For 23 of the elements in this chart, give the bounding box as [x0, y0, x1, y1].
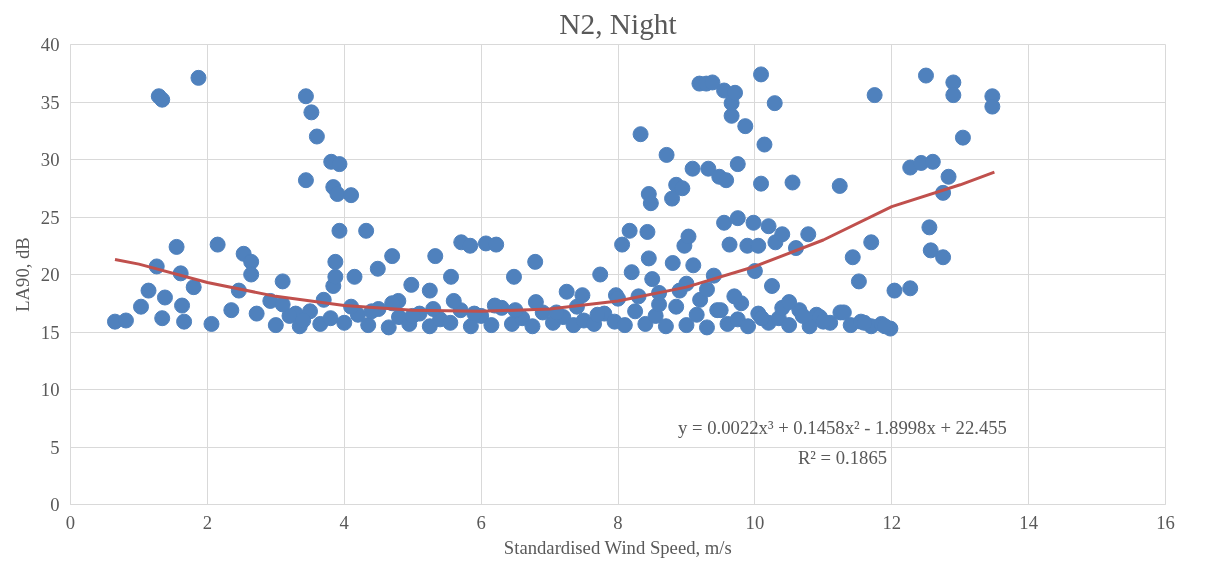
annotation: R² = 0.1865 [797, 446, 888, 468]
x-axis-title: Standardised Wind Speed, m/s [503, 536, 732, 558]
y-tick-label: 25 [40, 206, 60, 228]
chart-title: N2, Night [559, 7, 677, 40]
y-tick-label: 10 [40, 379, 60, 400]
annotation: y = 0.0022x³ + 0.1458x² - 1.8998x + 22.455 [678, 416, 1007, 438]
x-tick-label: 12 [882, 511, 902, 533]
y-tick-label: 20 [40, 264, 60, 285]
y-tick-label: 5 [50, 436, 60, 458]
x-tick-label: 4 [339, 511, 350, 533]
x-tick-label: 0 [65, 511, 76, 533]
y-tick-label: 40 [40, 34, 60, 55]
x-tick-label: 2 [202, 511, 213, 533]
x-tick-label: 16 [1156, 511, 1175, 533]
x-tick-label: 14 [1019, 511, 1039, 533]
x-tick-label: 6 [476, 511, 486, 533]
y-tick-label: 30 [40, 149, 60, 170]
y-tick-label: 15 [40, 321, 60, 343]
y-tick-label: 0 [50, 494, 60, 515]
y-tick-label: 35 [40, 91, 60, 113]
x-tick-label: 10 [745, 511, 765, 533]
x-tick-label: 8 [613, 511, 623, 533]
y-axis-title: LA90, dB [11, 237, 33, 312]
